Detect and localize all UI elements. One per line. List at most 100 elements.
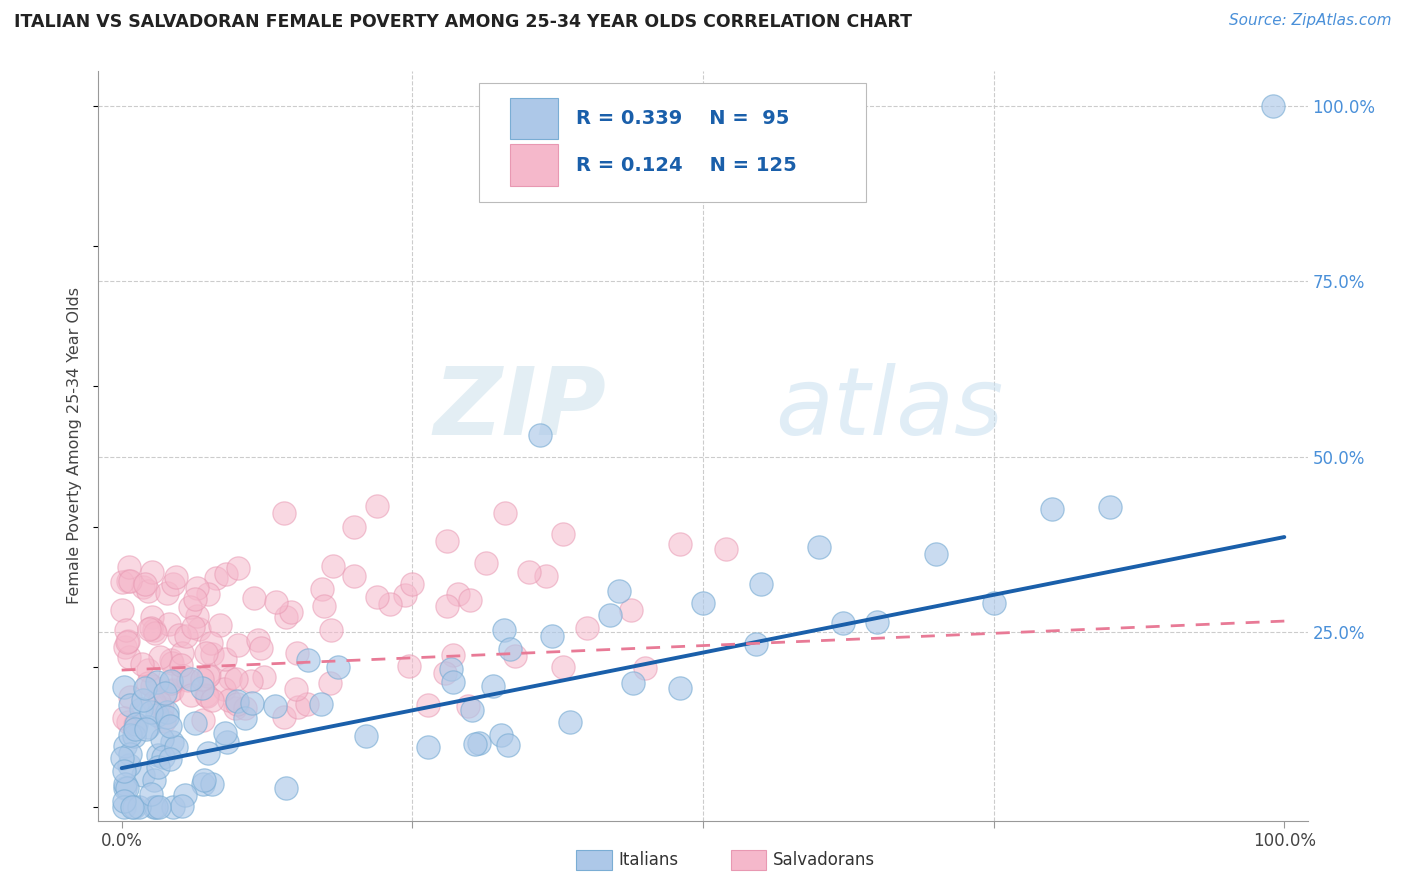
Point bbox=[191, 681, 214, 696]
Point bbox=[112, 764, 135, 779]
Point bbox=[240, 674, 263, 689]
Point bbox=[1261, 99, 1284, 113]
Point bbox=[475, 556, 498, 570]
Point bbox=[142, 799, 165, 814]
Point bbox=[529, 428, 551, 442]
Point bbox=[112, 680, 135, 694]
Point bbox=[322, 559, 344, 574]
Point bbox=[621, 676, 644, 690]
Point bbox=[716, 541, 738, 556]
Point bbox=[226, 561, 249, 575]
FancyBboxPatch shape bbox=[509, 98, 558, 139]
Point bbox=[461, 703, 484, 717]
FancyBboxPatch shape bbox=[479, 83, 866, 202]
Point bbox=[924, 547, 946, 561]
Point bbox=[118, 698, 141, 713]
Point bbox=[240, 696, 263, 710]
Point bbox=[112, 799, 135, 814]
Point bbox=[121, 799, 143, 814]
Point bbox=[188, 622, 211, 636]
Point bbox=[489, 728, 512, 742]
Point bbox=[201, 648, 224, 662]
Point bbox=[494, 506, 516, 520]
Point bbox=[436, 599, 458, 614]
Point bbox=[114, 777, 136, 791]
Point bbox=[146, 708, 169, 723]
Point bbox=[118, 747, 141, 761]
Point bbox=[117, 781, 139, 796]
Point bbox=[114, 739, 136, 754]
Point bbox=[183, 620, 205, 634]
Point bbox=[218, 692, 240, 706]
Point bbox=[253, 670, 276, 684]
Point bbox=[481, 679, 503, 693]
Point bbox=[297, 653, 319, 667]
Point bbox=[160, 735, 183, 749]
Point bbox=[177, 673, 200, 687]
Point bbox=[149, 650, 172, 665]
Point bbox=[280, 605, 302, 619]
Point bbox=[143, 695, 166, 709]
Text: R = 0.339    N =  95: R = 0.339 N = 95 bbox=[576, 109, 789, 128]
Point bbox=[118, 758, 141, 772]
Point bbox=[285, 646, 308, 660]
Point bbox=[131, 657, 153, 671]
Point bbox=[599, 607, 621, 622]
Point bbox=[114, 623, 136, 637]
Point bbox=[184, 591, 207, 606]
Point bbox=[224, 700, 246, 714]
Point bbox=[122, 799, 145, 814]
Point bbox=[503, 648, 526, 663]
Point bbox=[225, 672, 247, 686]
Point bbox=[285, 681, 308, 696]
Point bbox=[264, 595, 287, 609]
Point bbox=[152, 750, 174, 764]
Point bbox=[295, 697, 318, 711]
Text: ITALIAN VS SALVADORAN FEMALE POVERTY AMONG 25-34 YEAR OLDS CORRELATION CHART: ITALIAN VS SALVADORAN FEMALE POVERTY AMO… bbox=[14, 13, 912, 31]
Point bbox=[343, 519, 366, 533]
Point bbox=[186, 582, 208, 596]
Point bbox=[319, 675, 342, 690]
Point bbox=[143, 623, 166, 637]
Point bbox=[193, 773, 215, 788]
Point bbox=[214, 652, 236, 666]
Point bbox=[153, 685, 176, 699]
Point bbox=[159, 752, 181, 766]
Point bbox=[1040, 502, 1063, 516]
Point bbox=[146, 675, 169, 690]
Point bbox=[115, 635, 138, 649]
Point bbox=[117, 714, 139, 729]
Point bbox=[132, 767, 155, 781]
Point bbox=[143, 772, 166, 787]
Point bbox=[575, 621, 598, 635]
Point bbox=[319, 623, 342, 637]
Point bbox=[111, 575, 134, 590]
Point bbox=[167, 628, 190, 642]
Point bbox=[214, 726, 236, 740]
Point bbox=[136, 720, 159, 734]
Point bbox=[447, 587, 470, 601]
Point bbox=[141, 565, 163, 579]
Point bbox=[197, 587, 219, 601]
Point bbox=[401, 577, 423, 591]
Point bbox=[692, 597, 714, 611]
Point bbox=[468, 736, 491, 750]
Point bbox=[160, 653, 183, 667]
Point bbox=[440, 661, 463, 675]
Point bbox=[138, 584, 160, 599]
Point bbox=[201, 693, 224, 707]
Text: Italians: Italians bbox=[619, 851, 679, 869]
Point bbox=[141, 621, 163, 635]
Point bbox=[553, 526, 575, 541]
Point bbox=[460, 593, 482, 607]
Point bbox=[180, 688, 202, 702]
Point bbox=[233, 700, 256, 714]
Point bbox=[668, 536, 690, 550]
Point bbox=[162, 577, 184, 591]
Point bbox=[160, 656, 183, 670]
Point bbox=[122, 729, 145, 743]
Point bbox=[416, 739, 439, 754]
Point bbox=[200, 635, 222, 649]
Point bbox=[112, 711, 135, 725]
Point bbox=[560, 714, 582, 729]
